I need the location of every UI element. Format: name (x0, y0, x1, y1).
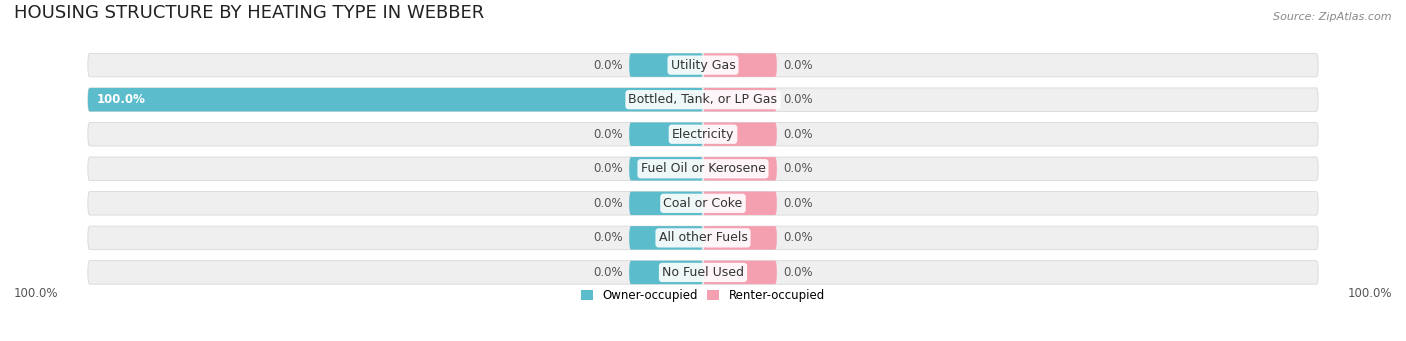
FancyBboxPatch shape (703, 53, 778, 77)
Text: 100.0%: 100.0% (97, 93, 146, 106)
Text: 0.0%: 0.0% (593, 197, 623, 210)
Text: 0.0%: 0.0% (783, 93, 813, 106)
FancyBboxPatch shape (630, 122, 703, 146)
Text: 0.0%: 0.0% (783, 266, 813, 279)
Text: 0.0%: 0.0% (783, 197, 813, 210)
FancyBboxPatch shape (630, 226, 703, 250)
Text: Bottled, Tank, or LP Gas: Bottled, Tank, or LP Gas (628, 93, 778, 106)
Legend: Owner-occupied, Renter-occupied: Owner-occupied, Renter-occupied (576, 285, 830, 307)
Text: No Fuel Used: No Fuel Used (662, 266, 744, 279)
Text: 0.0%: 0.0% (593, 162, 623, 175)
FancyBboxPatch shape (87, 88, 703, 112)
FancyBboxPatch shape (87, 226, 1319, 250)
Text: Coal or Coke: Coal or Coke (664, 197, 742, 210)
Text: Electricity: Electricity (672, 128, 734, 141)
Text: 100.0%: 100.0% (1347, 287, 1392, 300)
Text: Fuel Oil or Kerosene: Fuel Oil or Kerosene (641, 162, 765, 175)
Text: HOUSING STRUCTURE BY HEATING TYPE IN WEBBER: HOUSING STRUCTURE BY HEATING TYPE IN WEB… (14, 4, 484, 22)
FancyBboxPatch shape (630, 192, 703, 215)
FancyBboxPatch shape (630, 157, 703, 180)
Text: 0.0%: 0.0% (783, 162, 813, 175)
Text: 0.0%: 0.0% (593, 128, 623, 141)
FancyBboxPatch shape (87, 261, 1319, 284)
Text: 0.0%: 0.0% (783, 128, 813, 141)
FancyBboxPatch shape (703, 226, 778, 250)
Text: Source: ZipAtlas.com: Source: ZipAtlas.com (1274, 12, 1392, 22)
FancyBboxPatch shape (87, 53, 1319, 77)
Text: 0.0%: 0.0% (783, 59, 813, 72)
FancyBboxPatch shape (87, 122, 1319, 146)
Text: 0.0%: 0.0% (593, 59, 623, 72)
FancyBboxPatch shape (87, 157, 1319, 180)
Text: 100.0%: 100.0% (14, 287, 59, 300)
FancyBboxPatch shape (703, 88, 778, 112)
FancyBboxPatch shape (630, 53, 703, 77)
FancyBboxPatch shape (703, 192, 778, 215)
FancyBboxPatch shape (703, 157, 778, 180)
Text: Utility Gas: Utility Gas (671, 59, 735, 72)
FancyBboxPatch shape (703, 122, 778, 146)
Text: All other Fuels: All other Fuels (658, 232, 748, 244)
FancyBboxPatch shape (87, 192, 1319, 215)
Text: 0.0%: 0.0% (593, 232, 623, 244)
FancyBboxPatch shape (630, 261, 703, 284)
Text: 0.0%: 0.0% (783, 232, 813, 244)
Text: 0.0%: 0.0% (593, 266, 623, 279)
FancyBboxPatch shape (703, 261, 778, 284)
FancyBboxPatch shape (87, 88, 1319, 112)
